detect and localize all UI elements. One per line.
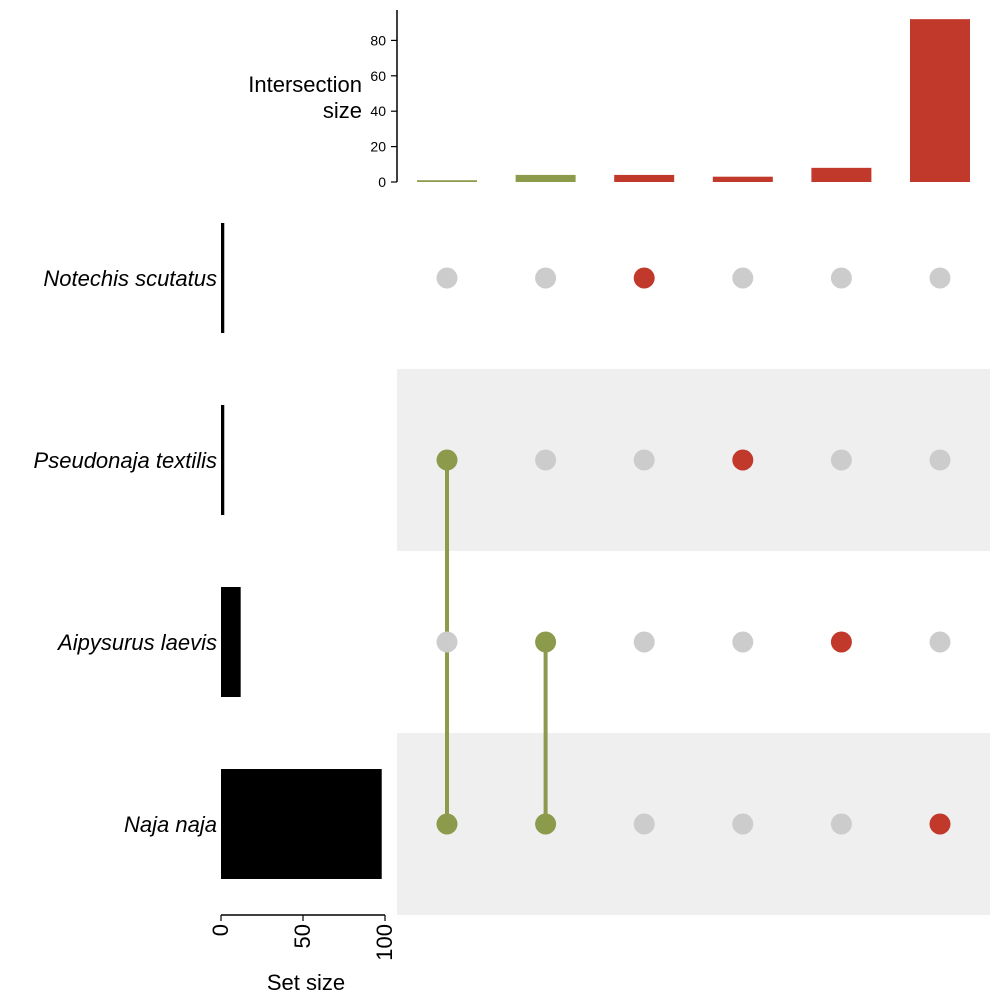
intersection-matrix: [436, 267, 951, 835]
matrix-dot-3-aipysurus-laevis: [633, 631, 655, 653]
set-size-bars: [221, 223, 382, 879]
matrix-dot-6-aipysurus-laevis: [929, 631, 951, 653]
set-bar-aipysurus-laevis: [221, 587, 241, 697]
intersection-tick-label: 0: [378, 174, 386, 190]
matrix-dot-4-notechis-scutatus: [732, 267, 754, 289]
matrix-dot-4-pseudonaja-textilis: [732, 449, 754, 471]
set-size-axis-title: Set size: [267, 970, 345, 995]
set-bar-pseudonaja-textilis: [221, 405, 225, 515]
intersection-tick-label: 40: [370, 103, 386, 119]
matrix-stripes: [397, 369, 990, 915]
matrix-dot-5-naja-naja: [830, 813, 852, 835]
intersection-bar-6: [910, 19, 970, 182]
matrix-dot-1-aipysurus-laevis: [436, 631, 458, 653]
matrix-dot-3-naja-naja: [633, 813, 655, 835]
intersection-tick-label: 60: [370, 68, 386, 84]
set-size-tick-label: 0: [208, 924, 233, 936]
matrix-dot-5-pseudonaja-textilis: [830, 449, 852, 471]
matrix-dot-1-notechis-scutatus: [436, 267, 458, 289]
matrix-dot-4-aipysurus-laevis: [732, 631, 754, 653]
matrix-dot-2-pseudonaja-textilis: [535, 449, 557, 471]
intersection-bar-1: [417, 180, 477, 182]
matrix-dot-6-notechis-scutatus: [929, 267, 951, 289]
stripe-pseudonaja-textilis: [397, 369, 990, 551]
intersection-bar-5: [811, 167, 872, 182]
matrix-dot-3-notechis-scutatus: [633, 267, 655, 289]
set-label-naja-naja: Naja naja: [124, 812, 217, 837]
intersection-axis-title-line2: size: [323, 98, 362, 123]
set-size-tick-label: 50: [290, 924, 315, 948]
matrix-dot-4-naja-naja: [732, 813, 754, 835]
intersection-bar-3: [614, 174, 675, 182]
stripe-naja-naja: [397, 733, 990, 915]
matrix-dot-5-notechis-scutatus: [830, 267, 852, 289]
intersection-bars: [417, 19, 970, 182]
intersection-bar-2: [515, 174, 576, 182]
intersection-bar-4: [712, 176, 773, 182]
set-size-tick-label: 100: [372, 924, 397, 961]
intersection-axis-title-line1: Intersection: [248, 72, 362, 97]
matrix-dot-2-aipysurus-laevis: [535, 631, 557, 653]
matrix-dot-1-naja-naja: [436, 813, 458, 835]
set-label-aipysurus-laevis: Aipysurus laevis: [56, 630, 217, 655]
set-bar-naja-naja: [221, 769, 382, 879]
matrix-dot-2-naja-naja: [535, 813, 557, 835]
intersection-size-ticks: 0 20 40 60 80: [370, 32, 397, 190]
matrix-dot-2-notechis-scutatus: [535, 267, 557, 289]
intersection-tick-label: 80: [370, 32, 386, 48]
matrix-dot-6-pseudonaja-textilis: [929, 449, 951, 471]
set-label-notechis-scutatus: Notechis scutatus: [43, 266, 217, 291]
matrix-dot-1-pseudonaja-textilis: [436, 449, 458, 471]
set-label-pseudonaja-textilis: Pseudonaja textilis: [34, 448, 217, 473]
matrix-dot-5-aipysurus-laevis: [830, 631, 852, 653]
set-labels: Notechis scutatus Pseudonaja textilis Aipy…: [34, 266, 217, 837]
set-bar-notechis-scutatus: [221, 223, 225, 333]
set-size-ticks: 0 50 100: [208, 915, 397, 961]
matrix-dot-6-naja-naja: [929, 813, 951, 835]
intersection-tick-label: 20: [370, 139, 386, 155]
matrix-dot-3-pseudonaja-textilis: [633, 449, 655, 471]
